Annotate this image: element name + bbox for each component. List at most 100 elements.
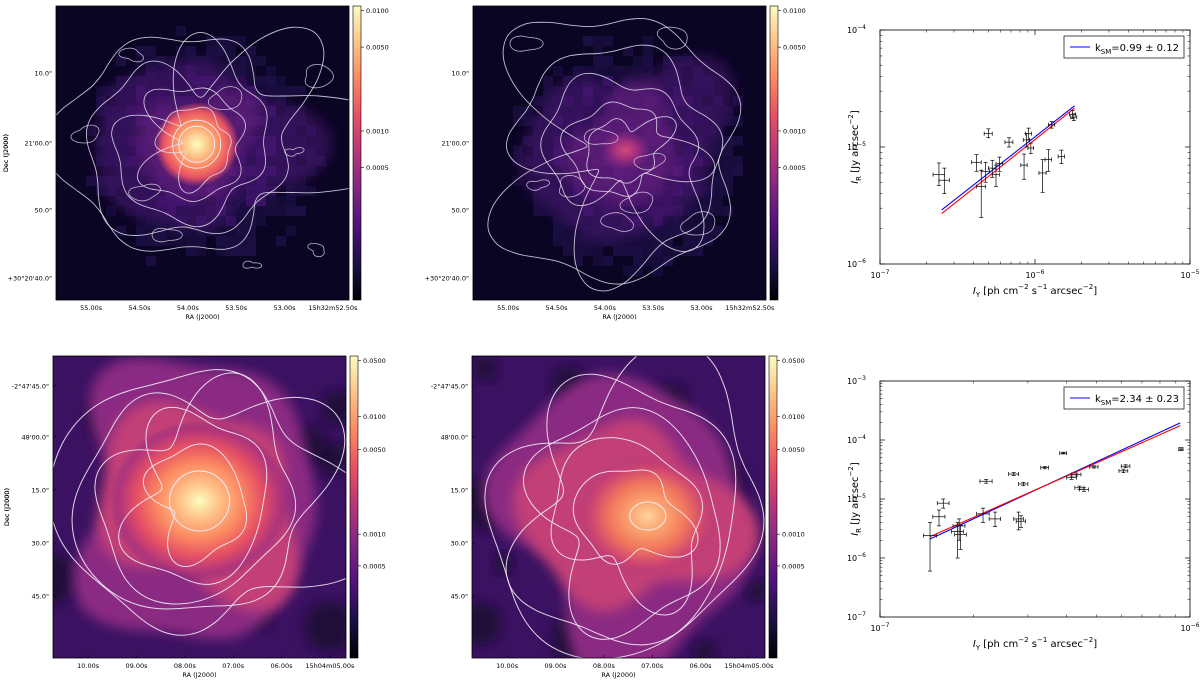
image-pixel <box>703 166 713 176</box>
image-pixel <box>176 226 186 236</box>
y-tick-label: 48'00.0" <box>440 434 468 442</box>
image-pixel <box>256 196 266 206</box>
image-pixel <box>286 226 296 236</box>
x-label-part: −2 <box>1083 636 1093 644</box>
contour-line <box>540 72 705 252</box>
x-tick-exponent: −7 <box>881 269 890 276</box>
image-pixel <box>623 66 633 76</box>
image-pixel <box>583 236 593 246</box>
dark-region <box>472 356 498 381</box>
image-pixel <box>633 246 643 256</box>
image-frame <box>55 5 350 301</box>
contour-line <box>505 44 724 292</box>
contour-island <box>307 242 325 258</box>
data-point <box>988 511 1001 527</box>
colorbar <box>349 355 359 659</box>
y-tick-label: +30°20'40.0" <box>425 275 470 283</box>
image-pixel <box>583 36 593 46</box>
image-pixel <box>146 46 156 56</box>
image-pixel <box>276 236 286 246</box>
contour-line <box>71 392 346 610</box>
colorbar-tick-label: 0.0050 <box>366 44 389 52</box>
image-pixel <box>266 206 276 216</box>
contour-island <box>583 128 619 145</box>
x-tick-label: 54.50s <box>129 304 152 312</box>
x-label-part: arcsec <box>1047 639 1083 650</box>
image-pixel <box>216 56 226 66</box>
data-point <box>987 159 997 178</box>
image-pixel <box>206 46 216 56</box>
image-pixel <box>683 216 693 226</box>
colorbar-tick-label: 0.0050 <box>782 446 805 454</box>
image-pixel <box>136 226 146 236</box>
image-pixel <box>266 76 276 86</box>
image-pixel <box>226 226 236 236</box>
data-point <box>979 479 993 484</box>
y-tick-label: 50.0" <box>452 207 469 215</box>
image-pixel <box>563 246 573 256</box>
bright-peak <box>154 102 239 187</box>
contour-island <box>118 47 144 63</box>
image-pixel <box>713 186 723 196</box>
data-point <box>991 164 1000 187</box>
data-point <box>1059 451 1067 456</box>
image-pixel <box>136 46 146 56</box>
image-pixel <box>86 126 96 136</box>
image-pixel <box>246 246 256 256</box>
image-pixel <box>723 146 733 156</box>
emission-core <box>109 420 290 581</box>
image-pixel <box>116 226 126 236</box>
image-pixel <box>246 86 256 96</box>
contour-island <box>509 35 544 52</box>
y-axis-label: Dec (J2000) <box>3 488 11 526</box>
fit-line-red <box>941 107 1075 214</box>
image-pixel <box>643 256 653 266</box>
data-point <box>1118 468 1129 473</box>
colorbar-tick-label: 0.0005 <box>366 164 389 172</box>
image-pixel <box>206 226 216 236</box>
contour-line <box>111 32 268 228</box>
image-pixel <box>186 236 196 246</box>
y-tick-label: 10−4 <box>847 24 866 35</box>
legend: kSM=2.34 ± 0.23 <box>1063 386 1185 410</box>
image-pixel <box>206 56 216 66</box>
x-axis-label: RA (J2000) <box>182 671 216 679</box>
data-point <box>1025 127 1032 141</box>
image-pixel <box>673 216 683 226</box>
y-tick-label: -2°47'45.0" <box>431 383 468 391</box>
colorbar-tick-label: 0.0100 <box>783 7 806 15</box>
image-pixel <box>256 76 266 86</box>
image-pixel <box>166 226 176 236</box>
legend-k: k <box>1095 43 1101 54</box>
contour-island <box>151 227 183 243</box>
contour-line <box>629 501 667 531</box>
image-pixel <box>693 206 703 216</box>
image-pixel <box>653 236 663 246</box>
contour-line <box>85 26 325 236</box>
colorbar-tick-label: 0.0010 <box>782 531 805 539</box>
x-tick-label: 53.00s <box>274 304 297 312</box>
image-pixel <box>683 206 693 216</box>
image-pixel <box>693 196 703 206</box>
x-tick-label: 55.00s <box>497 304 520 312</box>
data-point <box>1178 447 1184 452</box>
image-pixel <box>643 66 653 76</box>
image-pixel <box>256 56 266 66</box>
image-pixel <box>643 36 653 46</box>
x-tick-label: 09.00s <box>126 662 149 670</box>
x-label-part: ] <box>1093 639 1097 650</box>
image-pixel <box>713 206 723 216</box>
contour-line <box>136 87 246 202</box>
image-pixel <box>613 76 623 86</box>
image-pixel <box>703 216 713 226</box>
image-pixel <box>146 236 156 246</box>
image-pixel <box>543 76 553 86</box>
image-pixel <box>196 246 206 256</box>
contour-line <box>505 373 737 646</box>
x-label-part: −2 <box>1083 283 1093 291</box>
colorbar-tick-label: 0.0010 <box>363 531 386 539</box>
image-pixel <box>593 56 603 66</box>
y-tick-label: 21'00.0" <box>441 140 469 148</box>
image-pixel <box>226 216 236 226</box>
data-point <box>1071 472 1082 477</box>
